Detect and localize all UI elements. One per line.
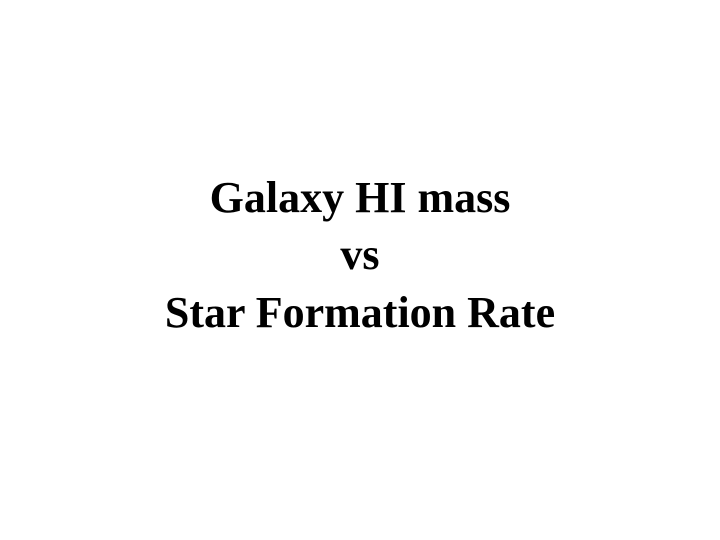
title-line-1: Galaxy HI mass — [165, 169, 555, 226]
title-line-2: vs — [165, 226, 555, 283]
title-line-3: Star Formation Rate — [165, 284, 555, 341]
slide-title-block: Galaxy HI mass vs Star Formation Rate — [165, 169, 555, 341]
